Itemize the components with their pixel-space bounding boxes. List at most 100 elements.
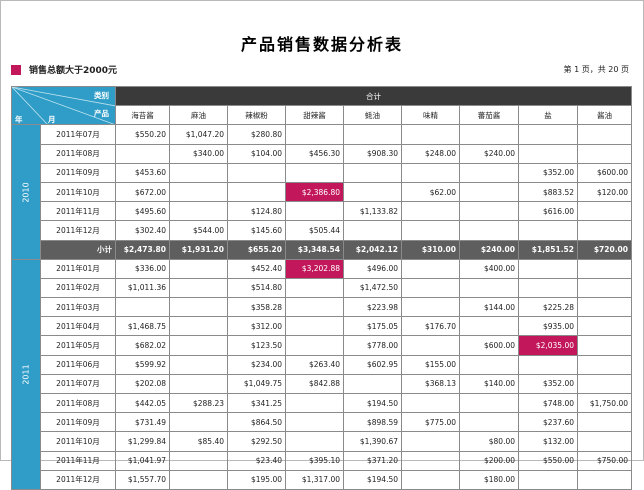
month-cell: 2011年05月 [40,335,116,356]
month-cell: 2011年11月 [40,201,116,222]
value-cell [115,143,170,164]
year-label: 2010 [21,181,31,203]
value-cell: $883.52 [518,181,578,203]
value-cell: $80.00 [459,431,519,452]
legend: 销售总额大于2000元 [11,63,117,76]
value-cell: $155.00 [401,354,460,375]
subtotal-label: 小计 [40,239,116,260]
value-cell: $495.60 [115,201,170,222]
month-cell: 2011年04月 [40,316,116,337]
value-cell [459,412,519,433]
month-cell: 2011年02月 [40,277,116,299]
value-cell: $124.80 [227,201,286,222]
value-cell: $240.00 [459,143,519,164]
value-cell [459,354,519,375]
value-cell [577,412,632,433]
month-cell: 2011年03月 [40,297,116,318]
value-cell: $62.00 [401,181,460,203]
value-cell: $263.40 [285,354,344,375]
value-cell [577,469,632,490]
table-row: 2011年09月 $731.49 $864.50 $898.59 $775.00 $237… [12,412,632,433]
value-cell: $176.70 [401,316,460,337]
product-header: 甜辣酱 [285,105,344,126]
value-cell [285,124,344,145]
value-cell [518,354,578,375]
value-cell: $672.00 [115,181,170,203]
value-cell [401,335,460,356]
month-cell: 2011年09月 [40,162,116,183]
value-cell: $456.30 [285,143,344,164]
table-row: 2011年10月 $1,299.84 $85.40 $292.50 $1,390.67 $… [12,431,632,452]
value-cell [169,162,228,183]
corner-diagonals [12,87,115,124]
subtotal-value-cell: $1,851.52 [518,239,578,260]
value-cell [577,201,632,222]
subtotal-row: 小计 $2,473.80 $1,931.20 $655.20 $3,348.54 $2,0… [12,239,632,260]
value-cell: $453.60 [115,162,170,183]
month-cell: 2011年09月 [40,412,116,433]
table-row: 2011年06月 $599.92 $234.00 $263.40 $602.95 $155… [12,354,632,375]
subtotal-value-cell: $720.00 [577,239,632,260]
category-label: 类别 [94,91,109,100]
value-cell [343,220,402,241]
header-corner: 类别 产品 年 月 [11,85,116,126]
value-cell: $144.00 [459,297,519,318]
value-cell [169,181,228,203]
value-cell [518,143,578,164]
value-cell: $132.00 [518,431,578,452]
value-cell: $908.30 [343,143,402,164]
page-indicator: 第 1 页，共 20 页 [563,65,629,74]
value-cell [169,335,228,356]
value-cell: $225.28 [518,297,578,318]
value-cell: $195.00 [227,469,286,490]
value-cell [169,316,228,337]
highlighted-value-cell: $3,202.88 [285,258,344,279]
value-cell: $104.00 [227,143,286,164]
value-cell: $312.00 [227,316,286,337]
month-cell: 2011年06月 [40,354,116,375]
value-cell: $599.92 [115,354,170,375]
value-cell: $514.80 [227,277,286,299]
value-cell [518,277,578,299]
value-cell [169,373,228,395]
value-cell [401,220,460,241]
value-cell: $616.00 [518,201,578,222]
month-cell: 2011年12月 [40,220,116,241]
value-cell [401,124,460,145]
table-row: 2011年08月 $442.05 $288.23 $341.25 $194.50 $748… [12,392,632,414]
table-body: 2010 2011年07月 $550.20 $1,047.20 $280.80 2011年… [11,124,632,490]
value-cell: $336.00 [115,258,170,279]
value-cell [343,124,402,145]
value-cell: $864.50 [227,412,286,433]
value-cell [459,124,519,145]
product-label: 产品 [94,109,109,118]
value-cell [285,162,344,183]
value-cell [577,277,632,299]
month-cell: 2011年01月 [40,258,116,279]
value-cell [169,354,228,375]
legend-swatch [11,64,21,75]
subtotal-value-cell: $310.00 [401,239,460,260]
value-cell [459,316,519,337]
subtotal-value-cell: $2,042.12 [343,239,402,260]
product-header: 辣椒粉 [227,105,286,126]
table-row: 2011 2011年01月 $336.00 $452.40 $3,202.88 $496.… [11,258,632,490]
subtotal-value-cell: $2,473.80 [115,239,170,260]
value-cell: $775.00 [401,412,460,433]
value-cell: $1,299.84 [115,431,170,452]
value-cell [285,335,344,356]
value-cell: $600.00 [459,335,519,356]
value-cell [285,316,344,337]
value-cell [577,316,632,337]
value-cell: $600.00 [577,162,632,183]
month-cell: 2011年08月 [40,143,116,164]
value-cell: $352.00 [518,162,578,183]
value-cell: $223.98 [343,297,402,318]
month-cell: 2011年07月 [40,373,116,395]
value-cell: $194.50 [343,392,402,414]
product-header: 盐 [518,105,578,126]
value-cell: $292.50 [227,431,286,452]
table-row: 2011年10月 $672.00 $2,386.80 $62.00 $883.52 $12… [12,181,632,203]
value-cell [577,258,632,279]
